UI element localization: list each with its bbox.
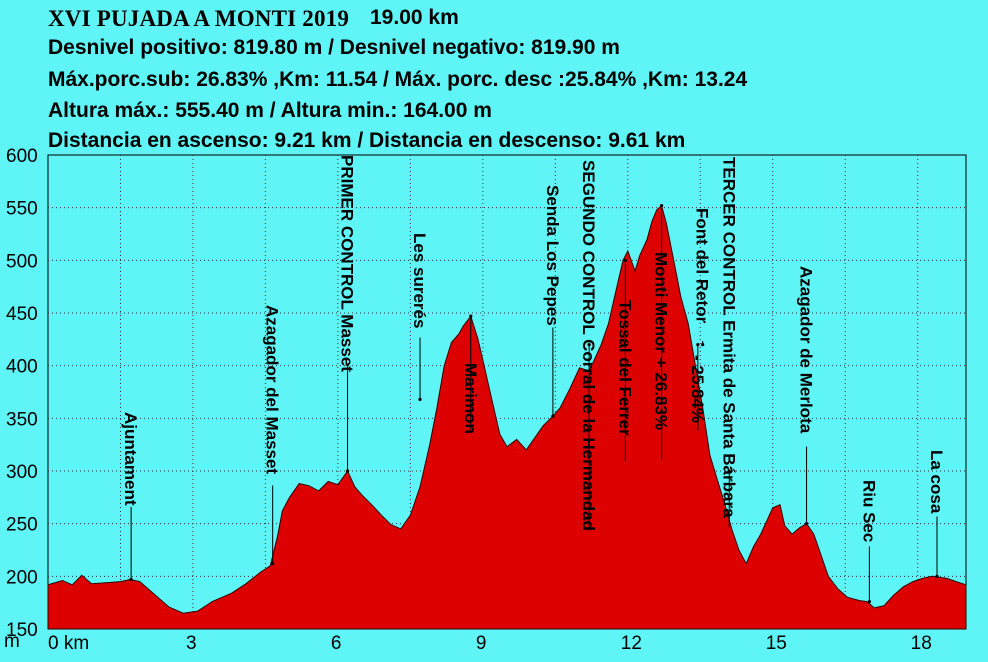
y-axis-ticks: 150 200 250 300 350 400 450 500 550 600 bbox=[6, 146, 38, 641]
annotation-point bbox=[623, 258, 627, 262]
y-tick-label: 500 bbox=[6, 251, 38, 272]
annotation-point bbox=[418, 397, 422, 401]
annotation-label: La cosa bbox=[927, 450, 946, 514]
annotation-point bbox=[551, 414, 555, 418]
x-axis-ticks: 0 km 3 6 9 12 15 18 bbox=[48, 633, 932, 654]
annotation-label: Riu Sec bbox=[859, 480, 878, 542]
x-tick-label: 12 bbox=[621, 633, 642, 654]
max-grade-line: Máx.porc.sub: 26.83% ,Km: 11.54 / Máx. p… bbox=[48, 68, 748, 91]
y-axis-unit: m bbox=[4, 631, 20, 652]
annotation-point bbox=[129, 577, 133, 582]
annotation-label: PRIMER CONTROL Masset bbox=[338, 155, 357, 372]
annotation-point bbox=[469, 314, 473, 318]
annotation-point bbox=[271, 562, 275, 566]
y-tick-label: 600 bbox=[6, 146, 38, 167]
x-tick-label: 3 bbox=[186, 633, 197, 654]
x-tick-label: 18 bbox=[911, 633, 932, 654]
annotation-label: Les surerés bbox=[410, 233, 429, 328]
annotation-label: Senda Los Pepes bbox=[543, 185, 562, 326]
elevation-area bbox=[47, 204, 967, 630]
y-tick-label: 550 bbox=[6, 199, 38, 220]
annotation-point bbox=[701, 343, 705, 347]
annotation-point bbox=[935, 574, 939, 578]
annotation-label: Tossal del Ferrer bbox=[615, 300, 634, 436]
annotation-point bbox=[867, 600, 871, 604]
annotation-label: - 25.84% bbox=[688, 355, 707, 423]
x-tick-label: 0 km bbox=[48, 633, 89, 654]
x-tick-label: 9 bbox=[476, 633, 487, 654]
y-tick-label: 450 bbox=[6, 304, 38, 325]
x-tick-label: 15 bbox=[766, 633, 787, 654]
annotation-point bbox=[727, 469, 731, 473]
total-distance: 19.00 km bbox=[370, 6, 459, 29]
annotation-point bbox=[345, 469, 350, 473]
annotation-markers: Ajuntament Azagador del Masset PRIMER CONT… bbox=[121, 155, 946, 604]
y-tick-label: 200 bbox=[6, 567, 38, 588]
chart-title: XVI PUJADA A MONTI 2019 bbox=[48, 6, 350, 31]
annotation-label: SEGUNDO CONTROL Corral de la Hermandad bbox=[579, 160, 598, 531]
y-tick-label: 350 bbox=[6, 409, 38, 430]
annotation-point bbox=[587, 343, 591, 347]
annotation-point bbox=[660, 203, 664, 208]
distance-line: Distancia en ascenso: 9.21 km / Distanci… bbox=[48, 129, 686, 152]
altitude-line: Altura máx.: 555.40 m / Altura min.: 164… bbox=[48, 99, 492, 122]
elevation-gain-line: Desnivel positivo: 819.80 m / Desnivel n… bbox=[48, 36, 620, 59]
grid-lines bbox=[48, 155, 966, 629]
annotation-label: Azagador de Merlota bbox=[797, 266, 816, 434]
annotation-label: Font del Retor bbox=[693, 208, 712, 324]
annotation-label: TERCER CONTROL Ermita de Santa Bárbara bbox=[719, 157, 738, 518]
annotation-label: Monti Menor + 26.83% bbox=[652, 252, 671, 430]
y-tick-label: 300 bbox=[6, 462, 38, 483]
y-tick-label: 400 bbox=[6, 357, 38, 378]
annotation-point bbox=[696, 343, 700, 347]
annotation-label: Marimon bbox=[461, 363, 480, 434]
x-tick-label: 6 bbox=[331, 633, 342, 654]
annotation-label: Azagador del Masset bbox=[263, 305, 282, 474]
annotation-label: Ajuntament bbox=[121, 412, 140, 506]
annotation-point bbox=[804, 522, 809, 526]
y-tick-label: 250 bbox=[6, 515, 38, 536]
y-tick-label: 150 bbox=[6, 620, 38, 641]
